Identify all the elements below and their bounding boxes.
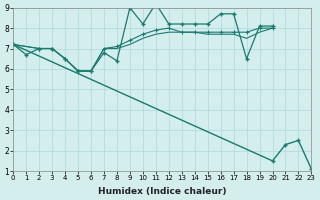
X-axis label: Humidex (Indice chaleur): Humidex (Indice chaleur) — [98, 187, 227, 196]
